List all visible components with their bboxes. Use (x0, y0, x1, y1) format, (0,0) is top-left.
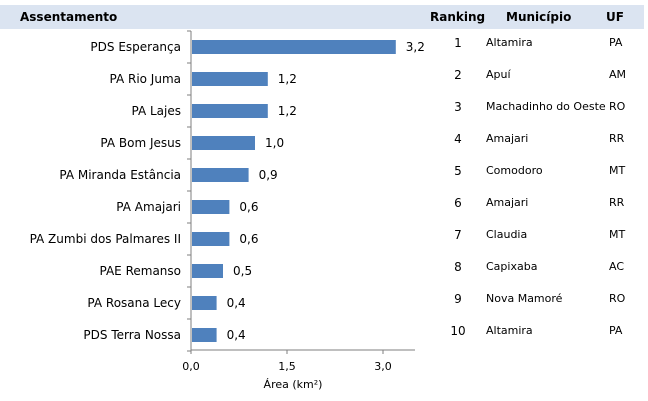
municipio-cell: Machadinho do Oeste (486, 100, 606, 113)
uf-cell: AC (609, 260, 625, 273)
municipio-cell: Comodoro (486, 164, 543, 177)
municipio-cell: Apuí (486, 68, 511, 81)
uf-cell: RR (609, 132, 625, 145)
municipio-cell: Nova Mamoré (486, 292, 563, 305)
rank-cell: 3 (454, 100, 462, 114)
data-label: 1,2 (278, 104, 297, 118)
rank-cell: 8 (454, 260, 462, 274)
rank-cell: 4 (454, 132, 462, 146)
bar-4 (192, 136, 255, 150)
bar-10 (192, 328, 217, 342)
data-label: 0,9 (259, 168, 278, 182)
municipio-cell: Altamira (486, 36, 533, 49)
bar-9 (192, 296, 217, 310)
category-label: PA Rio Juma (109, 72, 181, 86)
uf-cell: RO (609, 100, 626, 113)
municipio-cell: Amajari (486, 132, 529, 145)
category-label: PA Miranda Estância (59, 168, 181, 182)
category-label: PDS Esperança (90, 40, 181, 54)
rank-cell: 1 (454, 36, 462, 50)
bar-1 (192, 40, 396, 54)
category-label: PDS Terra Nossa (83, 328, 181, 342)
bar-chart: PDS Esperança 3,2 PA Rio Juma 1,2 PA Lajes 1,… (30, 30, 425, 391)
data-label: 0,5 (233, 264, 252, 278)
municipio-cell: Amajari (486, 196, 529, 209)
uf-cell: PA (609, 324, 623, 337)
header-bar (0, 5, 644, 29)
rank-cell: 9 (454, 292, 462, 306)
bar-5 (192, 168, 249, 182)
municipio-cell: Capixaba (486, 260, 538, 273)
x-tick-label: 3,0 (374, 360, 392, 373)
header-ranking: Ranking (430, 10, 486, 24)
x-axis-label: Área (km²) (264, 378, 323, 391)
bar-6 (192, 200, 230, 214)
bar-7 (192, 232, 230, 246)
category-label: PAE Remanso (100, 264, 182, 278)
x-tick-label: 0,0 (182, 360, 200, 373)
data-label: 0,6 (239, 232, 258, 246)
rank-cell: 5 (454, 164, 462, 178)
data-label: 0,4 (227, 328, 246, 342)
category-label: PA Amajari (116, 200, 181, 214)
bar-2 (192, 72, 268, 86)
header-municipio: Município (506, 10, 572, 24)
uf-cell: RR (609, 196, 625, 209)
rank-cell: 2 (454, 68, 462, 82)
uf-cell: RO (609, 292, 626, 305)
category-label: PA Bom Jesus (100, 136, 181, 150)
category-label: PA Zumbi dos Palmares II (30, 232, 181, 246)
municipio-cell: Claudia (486, 228, 528, 241)
bar-8 (192, 264, 223, 278)
data-label: 1,2 (278, 72, 297, 86)
rank-cell: 7 (454, 228, 462, 242)
x-tick-label: 1,5 (278, 360, 296, 373)
rank-cell: 6 (454, 196, 462, 210)
municipio-cell: Altamira (486, 324, 533, 337)
uf-cell: MT (609, 228, 626, 241)
rank-cell: 10 (450, 324, 466, 338)
category-label: PA Rosana Lecy (87, 296, 181, 310)
data-label: 1,0 (265, 136, 284, 150)
header-assentamento: Assentamento (20, 10, 118, 24)
uf-cell: AM (609, 68, 627, 81)
category-label: PA Lajes (132, 104, 182, 118)
data-label: 0,6 (239, 200, 258, 214)
uf-cell: MT (609, 164, 626, 177)
uf-cell: PA (609, 36, 623, 49)
data-label: 3,2 (406, 40, 425, 54)
bar-3 (192, 104, 268, 118)
data-label: 0,4 (227, 296, 246, 310)
header-uf: UF (606, 10, 624, 24)
